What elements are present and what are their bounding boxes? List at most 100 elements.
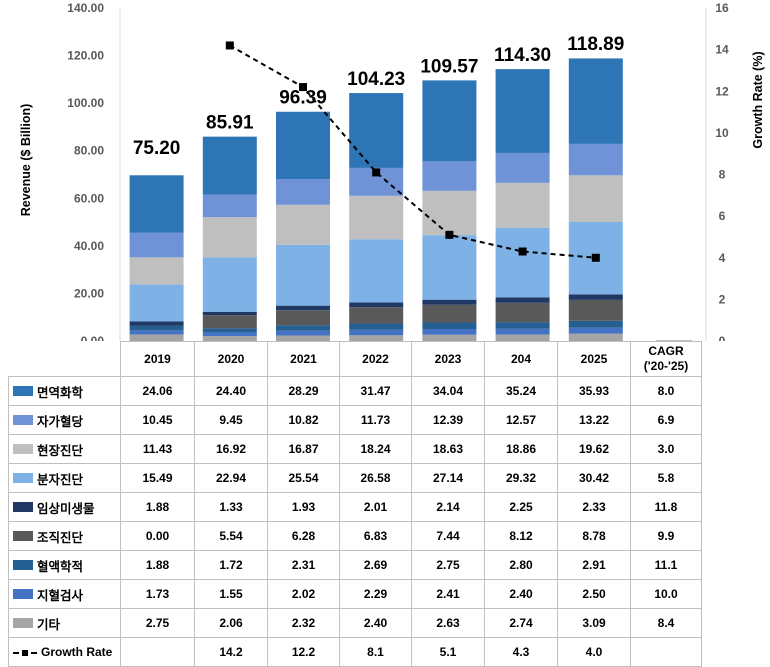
legend-swatch — [13, 589, 33, 599]
y-axis-title: Revenue ($ Billion) — [19, 104, 33, 217]
table-cell: 28.29 — [267, 376, 340, 406]
bar-segment — [276, 244, 330, 306]
legend-entry: 자가혈당 — [8, 405, 121, 435]
year-header: 2023 — [411, 341, 485, 377]
table-cell: 2.91 — [557, 550, 631, 580]
y-tick-label: 80.00 — [74, 144, 104, 158]
bar-segment — [202, 194, 257, 218]
table-cell: 15.49 — [120, 463, 195, 493]
bar-segment — [422, 235, 477, 300]
table-cell: 9.45 — [194, 405, 268, 435]
table-cell — [630, 637, 702, 667]
growth-rate-point — [372, 168, 381, 177]
legend-entry: Growth Rate — [8, 637, 121, 667]
legend-swatch — [13, 618, 33, 628]
total-label: 118.89 — [567, 34, 624, 55]
bar-segment — [202, 315, 257, 329]
series-name: 혈액학적 — [37, 558, 84, 574]
table-cell: 2.40 — [339, 608, 412, 638]
series-name: 현장진단 — [37, 442, 84, 458]
y2-tick-label: 0 — [719, 334, 726, 341]
bar-segment — [568, 299, 623, 321]
table-cell: 34.04 — [411, 376, 485, 406]
y2-tick-label: 16 — [715, 1, 729, 15]
legend-entry: 면역화학 — [8, 376, 121, 406]
cagr-cell: 8.0 — [630, 376, 702, 406]
year-header: 2022 — [339, 341, 412, 377]
bar-segment — [495, 334, 550, 341]
legend-entry: 현장진단 — [8, 434, 121, 464]
table-cell: 24.06 — [120, 376, 195, 406]
legend-entry: 기타 — [8, 608, 121, 638]
table-cell: 2.63 — [411, 608, 485, 638]
table-cell: 2.80 — [484, 550, 558, 580]
bar-segment — [495, 297, 550, 303]
table-cell: 2.50 — [557, 579, 631, 609]
table-corner — [8, 341, 121, 377]
bar-segment — [276, 179, 330, 205]
table-cell: 12.39 — [411, 405, 485, 435]
bar-segment — [129, 232, 184, 258]
legend-swatch — [13, 473, 33, 483]
table-cell: 7.44 — [411, 521, 485, 551]
total-label: 85.91 — [206, 113, 254, 134]
table-cell: 2.33 — [557, 492, 631, 522]
table-cell: 2.25 — [484, 492, 558, 522]
table-cell: 19.62 — [557, 434, 631, 464]
bar-segment — [202, 217, 257, 258]
growth-rate-point — [445, 230, 454, 239]
y-tick-label: 100.00 — [67, 96, 104, 110]
chart-axes: 0.00 20.00 40.00 60.00 80.00 100.00 120.00 140.… — [67, 1, 729, 341]
bar-segment — [202, 136, 257, 195]
table-cell: 2.75 — [411, 550, 485, 580]
bar-segment — [276, 310, 330, 326]
bar-segment — [568, 143, 623, 176]
bar-segment — [276, 111, 330, 180]
table-cell: 2.75 — [120, 608, 195, 638]
bar-segment — [349, 195, 404, 240]
legend-swatch — [13, 560, 33, 570]
table-cell: 2.69 — [339, 550, 412, 580]
cagr-cell: 11.1 — [630, 550, 702, 580]
total-label: 104.23 — [347, 69, 405, 90]
cagr-cell: 8.4 — [630, 608, 702, 638]
table-cell: 1.55 — [194, 579, 268, 609]
y2-axis-title: Growth Rate (%) — [751, 51, 765, 148]
cagr-header: CAGR ('20-'25) — [630, 341, 702, 377]
bar-segment — [202, 257, 257, 312]
table-cell: 24.40 — [194, 376, 268, 406]
bar-segment — [129, 257, 184, 285]
table-cell: 11.43 — [120, 434, 195, 464]
y2-tick-label: 4 — [719, 251, 726, 265]
cagr-cell: 11.8 — [630, 492, 702, 522]
table-cell: 2.40 — [484, 579, 558, 609]
bar-segment — [129, 330, 184, 335]
bar-segment — [129, 284, 184, 322]
table-cell: 2.02 — [267, 579, 340, 609]
table-cell: 13.22 — [557, 405, 631, 435]
y2-tick-label: 8 — [719, 168, 726, 182]
table-row: 지혈검사 1.73 1.55 2.02 2.29 2.41 2.40 2.50 10.0 — [8, 579, 702, 609]
cagr-cell: 9.9 — [630, 521, 702, 551]
table-cell: 2.01 — [339, 492, 412, 522]
y-tick-label: 40.00 — [74, 239, 104, 253]
bar-segment — [349, 335, 404, 341]
table-cell: 1.33 — [194, 492, 268, 522]
cagr-cell: 10.0 — [630, 579, 702, 609]
bar-segment — [349, 302, 404, 308]
bar-segment — [422, 190, 477, 236]
y2-tick-label: 14 — [715, 43, 729, 57]
total-labels-group: 75.20 85.91 96.39 104.23 109.57 114.30 118.89 — [133, 34, 625, 159]
bar-segment — [568, 320, 623, 328]
bar-segment — [349, 93, 404, 168]
table-cell: 1.73 — [120, 579, 195, 609]
y2-tick-label: 2 — [719, 292, 726, 306]
y-tick-label: 60.00 — [74, 191, 104, 205]
series-name: 면역화학 — [37, 384, 84, 400]
bar-segment — [276, 335, 330, 341]
bar-segment — [568, 175, 623, 223]
y2-tick-label: 12 — [715, 84, 729, 98]
table-cell: 18.24 — [339, 434, 412, 464]
legend-swatch — [13, 386, 33, 396]
bar-segment — [129, 175, 184, 233]
